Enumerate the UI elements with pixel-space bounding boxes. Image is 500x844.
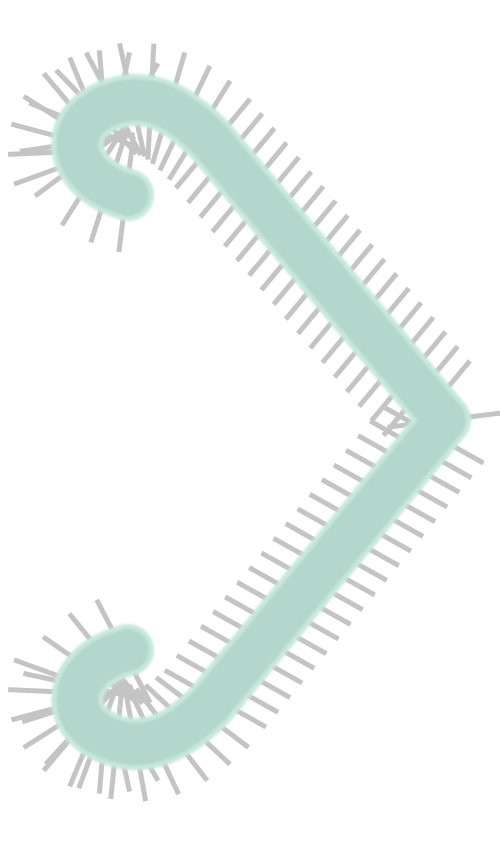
bracket-body-fill — [56, 78, 466, 766]
bracket-body — [51, 73, 471, 771]
